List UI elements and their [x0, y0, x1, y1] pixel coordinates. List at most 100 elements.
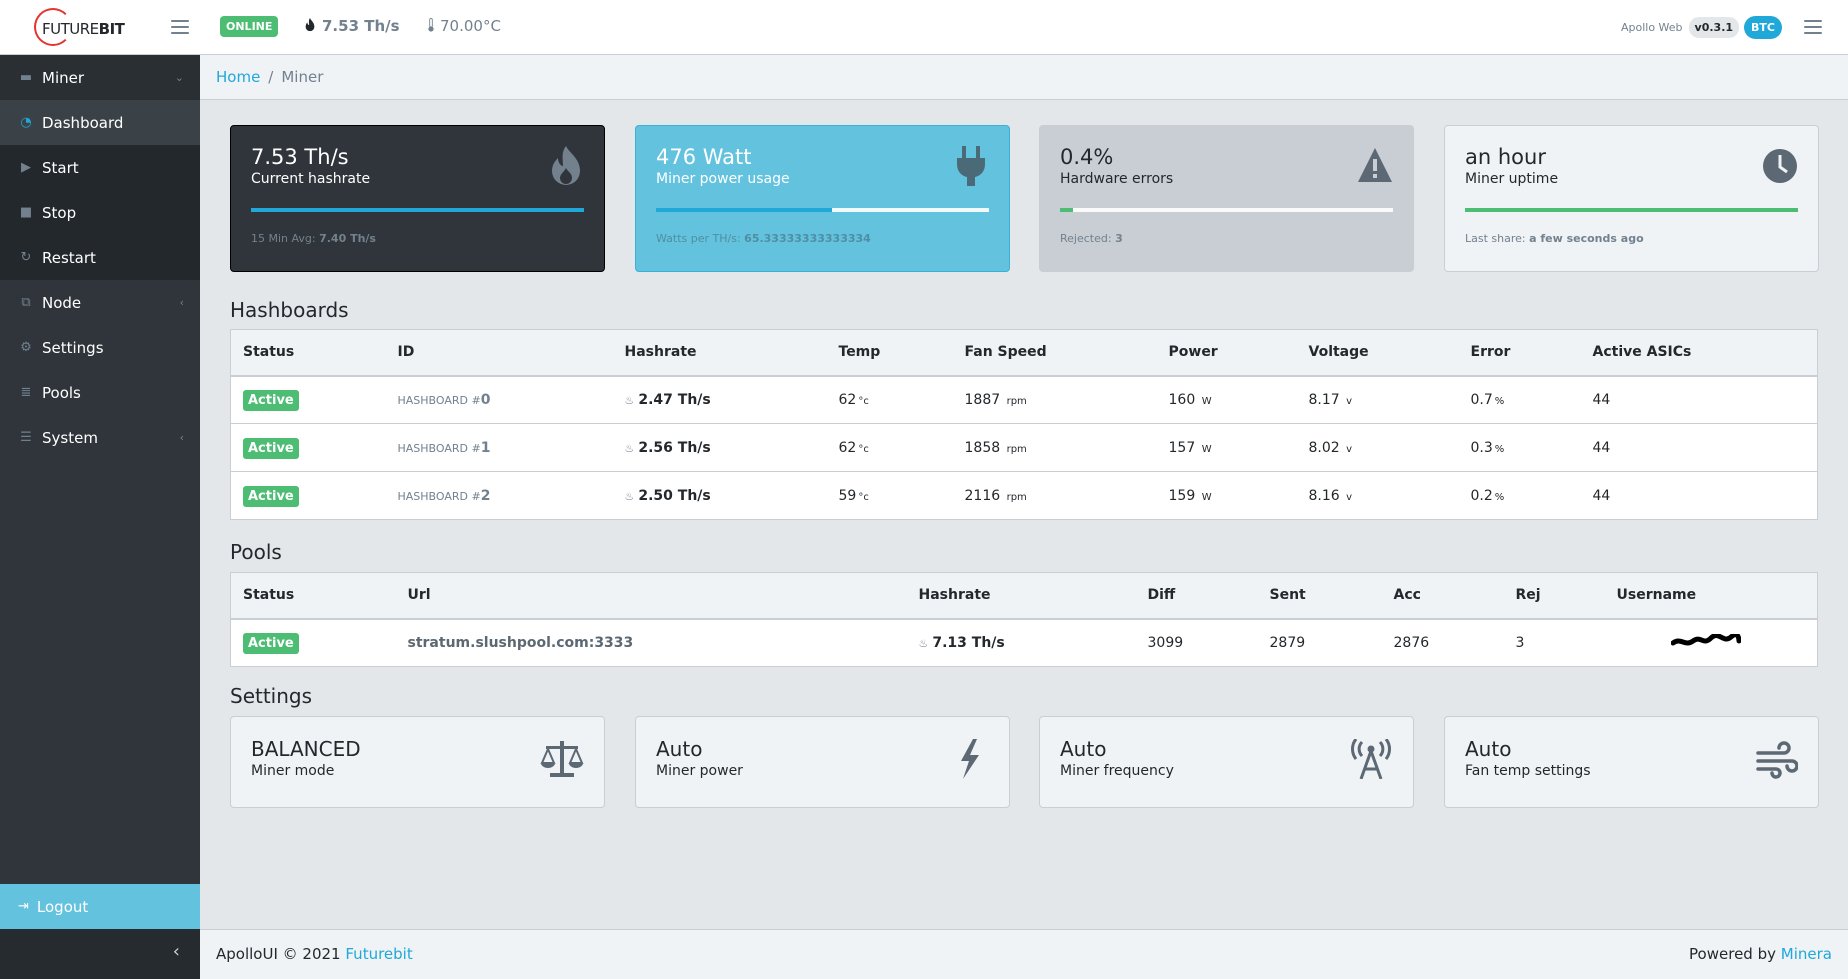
plug-icon: [957, 146, 985, 186]
chevron-left-icon: ‹: [179, 296, 184, 309]
breadcrumb-current: Miner: [281, 68, 324, 86]
sitemap-icon: ⧉: [21, 295, 31, 310]
fan-cell: 1887 rpm: [952, 375, 1157, 424]
version-badge: v0.3.1: [1688, 16, 1740, 38]
logout-label: Logout: [36, 897, 89, 916]
sidebar-toggle-button[interactable]: [171, 20, 189, 34]
fire-icon: [305, 18, 315, 32]
clock-icon: [1763, 149, 1797, 183]
stat-label: Hardware errors: [1060, 171, 1174, 187]
setting-value: BALANCED: [251, 737, 361, 761]
coin-badge: BTC: [1744, 15, 1782, 39]
sidebar-item-label: System: [42, 428, 98, 447]
footer: ApolloUI © 2021 Futurebit Powered by Min…: [200, 929, 1848, 979]
sidebar-item-label: Dashboard: [42, 113, 124, 132]
database-icon: ≣: [20, 385, 32, 400]
hdd-icon: ▬: [19, 70, 33, 85]
footer-copyright: ApolloUI © 2021: [216, 945, 341, 963]
column-header: ID: [385, 329, 613, 377]
bolt-icon: [961, 739, 979, 779]
table-row: Active HASHBOARD #0 ♨ 2.47 Th/s 62 °c 1887…: [230, 375, 1818, 424]
setting-card-miner-frequency[interactable]: Auto Miner frequency: [1039, 716, 1414, 808]
fire-icon: ♨: [624, 393, 635, 407]
logout-button[interactable]: ⇥ Logout: [0, 884, 200, 929]
stat-footer: Last share: a few seconds ago: [1465, 232, 1644, 245]
hashboard-id: HASHBOARD #1: [385, 423, 613, 472]
stat-progress: [656, 208, 989, 212]
stat-footer: Watts per TH/s: 65.33333333333334: [656, 232, 871, 245]
table-header-row: Status Url Hashrate Diff Sent Acc Rej Us…: [230, 572, 1818, 620]
breadcrumb-home-link[interactable]: Home: [216, 68, 261, 86]
futurebit-logo[interactable]: FUTUREBIT: [30, 6, 140, 48]
aside-menu-toggle-button[interactable]: [1804, 20, 1822, 34]
stat-value: 0.4%: [1060, 145, 1114, 169]
column-header: Username: [1604, 572, 1818, 620]
footer-powered-by: Powered by Minera: [1689, 945, 1832, 963]
table-row: Active HASHBOARD #2 ♨ 2.50 Th/s 59 °c 2116…: [230, 471, 1818, 520]
stop-icon: ■: [19, 205, 33, 220]
stat-label: Miner power usage: [656, 171, 790, 187]
stat-footer: 15 Min Avg: 7.40 Th/s: [251, 232, 376, 245]
logo-ring: [34, 8, 72, 46]
chevron-left-icon[interactable]: ‹: [172, 941, 180, 962]
setting-card-fan-temp[interactable]: Auto Fan temp settings: [1444, 716, 1819, 808]
hashboards-title: Hashboards: [230, 298, 349, 322]
column-header: Diff: [1135, 572, 1258, 620]
sidebar-item-settings[interactable]: ⚙ Settings: [0, 325, 200, 370]
footer-minera-link[interactable]: Minera: [1780, 945, 1832, 963]
breadcrumb: Home / Miner: [200, 55, 1848, 100]
chevron-left-icon: ‹: [179, 431, 184, 444]
setting-card-miner-power[interactable]: Auto Miner power: [635, 716, 1010, 808]
column-header: Active ASICs: [1580, 329, 1818, 377]
voltage-cell: 8.02 v: [1296, 423, 1459, 472]
footer-futurebit-link[interactable]: Futurebit: [345, 945, 413, 963]
fire-icon: ♨: [624, 441, 635, 455]
settings-title: Settings: [230, 684, 313, 708]
sidebar-item-pools[interactable]: ≣ Pools: [0, 370, 200, 415]
username-cell: [1604, 618, 1818, 667]
sidebar-item-node[interactable]: ⧉ Node ‹: [0, 280, 200, 325]
column-header: Sent: [1257, 572, 1382, 620]
status-badge: Active: [243, 632, 299, 654]
hashboards-table: Status ID Hashrate Temp Fan Speed Power …: [230, 329, 1818, 520]
sidebar-item-miner[interactable]: ▬ Miner ⌄: [0, 55, 200, 100]
stat-progress-fill: [1465, 208, 1798, 212]
stat-card-errors: 0.4% Hardware errors Rejected: 3: [1039, 125, 1414, 272]
sign-out-icon: ⇥: [18, 899, 29, 914]
setting-card-miner-mode[interactable]: BALANCED Miner mode: [230, 716, 605, 808]
column-header: Error: [1458, 329, 1581, 377]
sidebar-item-dashboard[interactable]: ◔ Dashboard: [0, 100, 200, 145]
stat-card-uptime: an hour Miner uptime Last share: a few s…: [1444, 125, 1819, 272]
stat-card-hashrate: 7.53 Th/s Current hashrate 15 Min Avg: 7…: [230, 125, 605, 272]
sidebar-minimizer: ‹: [0, 929, 200, 979]
sidebar-item-stop[interactable]: ■ Stop: [0, 190, 200, 235]
sidebar-item-start[interactable]: ▶ Start: [0, 145, 200, 190]
online-status-badge: ONLINE: [220, 16, 279, 37]
broadcast-tower-icon: [1351, 739, 1391, 779]
stat-progress: [251, 208, 584, 212]
stat-progress-fill: [1060, 208, 1074, 212]
status-badge: Active: [243, 389, 299, 411]
hashboard-id: HASHBOARD #0: [385, 375, 613, 424]
pool-url-link[interactable]: stratum.slushpool.com:3333: [407, 634, 634, 651]
table-header-row: Status ID Hashrate Temp Fan Speed Power …: [230, 329, 1818, 377]
stat-footer: Rejected: 3: [1060, 232, 1123, 245]
header-hashrate: 7.53 Th/s: [304, 17, 400, 35]
warning-icon: [1358, 148, 1392, 182]
app-name: Apollo Web: [1620, 20, 1683, 34]
stat-progress-fill: [656, 208, 833, 212]
sidebar-item-restart[interactable]: ↻ Restart: [0, 235, 200, 280]
pools-table: Status Url Hashrate Diff Sent Acc Rej Us…: [230, 572, 1818, 667]
acc-cell: 2876: [1381, 618, 1504, 667]
header-right: Apollo Web v0.3.1 BTC: [1621, 15, 1822, 39]
status-badge: Active: [243, 485, 299, 507]
setting-value: Auto: [656, 737, 703, 761]
stat-label: Miner uptime: [1465, 171, 1559, 187]
chevron-down-icon: ⌄: [174, 71, 184, 84]
refresh-icon: ↻: [20, 250, 32, 265]
status-badge: Active: [243, 437, 299, 459]
sidebar-item-system[interactable]: ☰ System ‹: [0, 415, 200, 460]
sidebar-item-label: Stop: [42, 203, 77, 222]
logo-text: FUTUREBIT: [42, 20, 125, 38]
stat-card-power: 476 Watt Miner power usage Watts per TH/…: [635, 125, 1010, 272]
